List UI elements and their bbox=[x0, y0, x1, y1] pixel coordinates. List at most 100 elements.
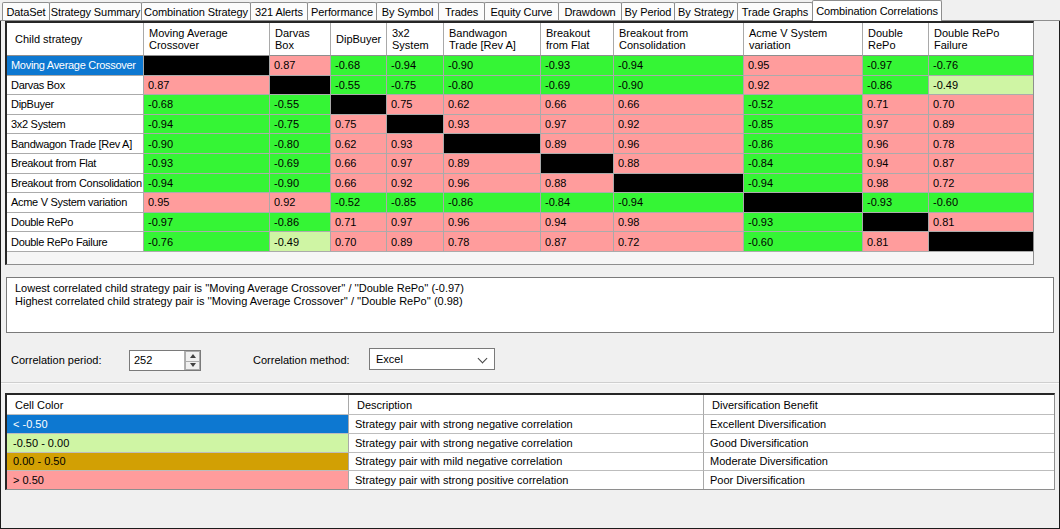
correlation-period-value[interactable]: 252 bbox=[134, 351, 152, 370]
matrix-cell[interactable]: -0.86 bbox=[444, 193, 541, 213]
matrix-cell[interactable]: -0.93 bbox=[541, 56, 614, 76]
tab-drawdown[interactable]: Drawdown bbox=[558, 2, 622, 20]
matrix-cell[interactable]: 0.94 bbox=[541, 213, 614, 233]
correlation-summary-box[interactable]: Lowest correlated child strategy pair is… bbox=[6, 277, 1054, 333]
matrix-cell[interactable]: 0.62 bbox=[444, 95, 541, 115]
matrix-cell[interactable] bbox=[444, 134, 541, 154]
matrix-row-label[interactable]: Breakout from Flat bbox=[7, 154, 144, 174]
matrix-cell[interactable]: -0.55 bbox=[331, 76, 387, 96]
matrix-header-child-strategy[interactable]: Child strategy bbox=[7, 23, 144, 56]
tab-by-period[interactable]: By Period bbox=[621, 2, 675, 20]
legend-description-cell[interactable]: Strategy pair with mild negative correla… bbox=[349, 452, 704, 471]
matrix-cell[interactable]: 0.71 bbox=[331, 213, 387, 233]
matrix-header-cell[interactable]: Double RePo Failure bbox=[929, 23, 1033, 56]
matrix-cell[interactable]: 0.98 bbox=[614, 213, 744, 233]
legend-header-cell[interactable]: Description bbox=[349, 395, 704, 414]
spinner-up-button[interactable] bbox=[185, 351, 200, 361]
matrix-cell[interactable]: -0.93 bbox=[144, 154, 270, 174]
matrix-cell[interactable]: 0.89 bbox=[929, 115, 1033, 135]
matrix-cell[interactable] bbox=[270, 76, 331, 96]
matrix-cell[interactable]: -0.94 bbox=[614, 193, 744, 213]
matrix-cell[interactable]: -0.75 bbox=[270, 115, 331, 135]
matrix-header-cell[interactable]: Moving Average Crossover bbox=[144, 23, 270, 56]
matrix-cell[interactable]: -0.75 bbox=[387, 76, 444, 96]
matrix-cell[interactable]: -0.69 bbox=[541, 76, 614, 96]
matrix-cell[interactable]: -0.60 bbox=[744, 232, 863, 252]
matrix-cell[interactable]: -0.84 bbox=[541, 193, 614, 213]
matrix-cell[interactable]: 0.87 bbox=[929, 154, 1033, 174]
matrix-cell[interactable] bbox=[541, 154, 614, 174]
matrix-cell[interactable]: -0.76 bbox=[929, 56, 1033, 76]
tab-321-alerts[interactable]: 321 Alerts bbox=[250, 2, 308, 20]
tab-trades[interactable]: Trades bbox=[438, 2, 485, 20]
matrix-cell[interactable]: -0.86 bbox=[744, 134, 863, 154]
matrix-cell[interactable]: -0.86 bbox=[270, 213, 331, 233]
matrix-cell[interactable]: -0.69 bbox=[270, 154, 331, 174]
matrix-cell[interactable] bbox=[331, 95, 387, 115]
legend-benefit-cell[interactable]: Good Diversification bbox=[704, 433, 1054, 452]
matrix-header-cell[interactable]: Breakout from Consolidation bbox=[614, 23, 744, 56]
matrix-cell[interactable]: 0.87 bbox=[270, 56, 331, 76]
matrix-cell[interactable]: 0.92 bbox=[744, 76, 863, 96]
legend-range-cell[interactable]: 0.00 - 0.50 bbox=[7, 452, 349, 471]
matrix-cell[interactable]: -0.90 bbox=[144, 134, 270, 154]
legend-header-cell[interactable]: Cell Color bbox=[7, 395, 349, 414]
matrix-cell[interactable]: 0.96 bbox=[444, 174, 541, 194]
matrix-cell[interactable]: 0.95 bbox=[144, 193, 270, 213]
matrix-cell[interactable]: 0.66 bbox=[541, 95, 614, 115]
matrix-cell[interactable]: 0.81 bbox=[929, 213, 1033, 233]
matrix-cell[interactable]: 0.89 bbox=[444, 154, 541, 174]
matrix-cell[interactable]: -0.49 bbox=[270, 232, 331, 252]
matrix-cell[interactable]: -0.60 bbox=[929, 193, 1033, 213]
matrix-cell[interactable]: 0.71 bbox=[863, 95, 929, 115]
matrix-row-label[interactable]: Double RePo Failure bbox=[7, 232, 144, 252]
matrix-row-label[interactable]: Darvas Box bbox=[7, 76, 144, 96]
matrix-cell[interactable]: -0.97 bbox=[863, 56, 929, 76]
matrix-cell[interactable]: -0.94 bbox=[387, 56, 444, 76]
matrix-cell[interactable]: 0.72 bbox=[929, 174, 1033, 194]
matrix-cell[interactable]: 0.78 bbox=[444, 232, 541, 252]
legend-benefit-cell[interactable]: Moderate Diversification bbox=[704, 452, 1054, 471]
matrix-cell[interactable]: 0.87 bbox=[541, 232, 614, 252]
tab-performance[interactable]: Performance bbox=[307, 2, 377, 20]
matrix-cell[interactable]: -0.84 bbox=[744, 154, 863, 174]
matrix-cell[interactable]: -0.52 bbox=[331, 193, 387, 213]
matrix-cell[interactable]: -0.90 bbox=[444, 56, 541, 76]
matrix-cell[interactable]: 0.92 bbox=[614, 115, 744, 135]
matrix-cell[interactable]: 0.89 bbox=[541, 134, 614, 154]
matrix-cell[interactable] bbox=[863, 213, 929, 233]
matrix-row-label[interactable]: Bandwagon Trade [Rev A] bbox=[7, 134, 144, 154]
matrix-cell[interactable]: -0.94 bbox=[744, 174, 863, 194]
matrix-cell[interactable]: -0.55 bbox=[270, 95, 331, 115]
matrix-cell[interactable]: 0.66 bbox=[331, 174, 387, 194]
matrix-cell[interactable]: 0.96 bbox=[614, 134, 744, 154]
matrix-cell[interactable]: -0.94 bbox=[144, 174, 270, 194]
legend-range-cell[interactable]: -0.50 - 0.00 bbox=[7, 433, 349, 452]
matrix-cell[interactable]: 0.94 bbox=[863, 154, 929, 174]
tab-strategy-summary[interactable]: Strategy Summary bbox=[49, 2, 142, 20]
correlation-method-dropdown[interactable]: Excel bbox=[369, 348, 495, 370]
tab-by-symbol[interactable]: By Symbol bbox=[376, 2, 439, 20]
spinner-down-button[interactable] bbox=[185, 361, 200, 371]
matrix-cell[interactable]: -0.90 bbox=[270, 174, 331, 194]
matrix-cell[interactable]: -0.68 bbox=[331, 56, 387, 76]
tab-combination-correlations[interactable]: Combination Correlations bbox=[812, 0, 942, 21]
matrix-cell[interactable]: -0.90 bbox=[614, 76, 744, 96]
matrix-cell[interactable]: 0.81 bbox=[863, 232, 929, 252]
matrix-cell[interactable]: -0.94 bbox=[614, 56, 744, 76]
matrix-cell[interactable]: -0.49 bbox=[929, 76, 1033, 96]
matrix-cell[interactable]: 0.66 bbox=[331, 154, 387, 174]
matrix-row-label[interactable]: Breakout from Consolidation bbox=[7, 174, 144, 194]
matrix-cell[interactable]: 0.78 bbox=[929, 134, 1033, 154]
matrix-cell[interactable]: 0.97 bbox=[863, 115, 929, 135]
matrix-cell[interactable]: 0.92 bbox=[270, 193, 331, 213]
matrix-cell[interactable] bbox=[744, 193, 863, 213]
matrix-row-label[interactable]: Moving Average Crossover bbox=[7, 56, 144, 76]
matrix-cell[interactable]: -0.85 bbox=[744, 115, 863, 135]
matrix-cell[interactable]: -0.93 bbox=[744, 213, 863, 233]
matrix-cell[interactable]: -0.86 bbox=[863, 76, 929, 96]
matrix-cell[interactable]: -0.93 bbox=[863, 193, 929, 213]
matrix-row-label[interactable]: Acme V System variation bbox=[7, 193, 144, 213]
matrix-cell[interactable]: 0.93 bbox=[387, 134, 444, 154]
matrix-cell[interactable]: 0.95 bbox=[744, 56, 863, 76]
